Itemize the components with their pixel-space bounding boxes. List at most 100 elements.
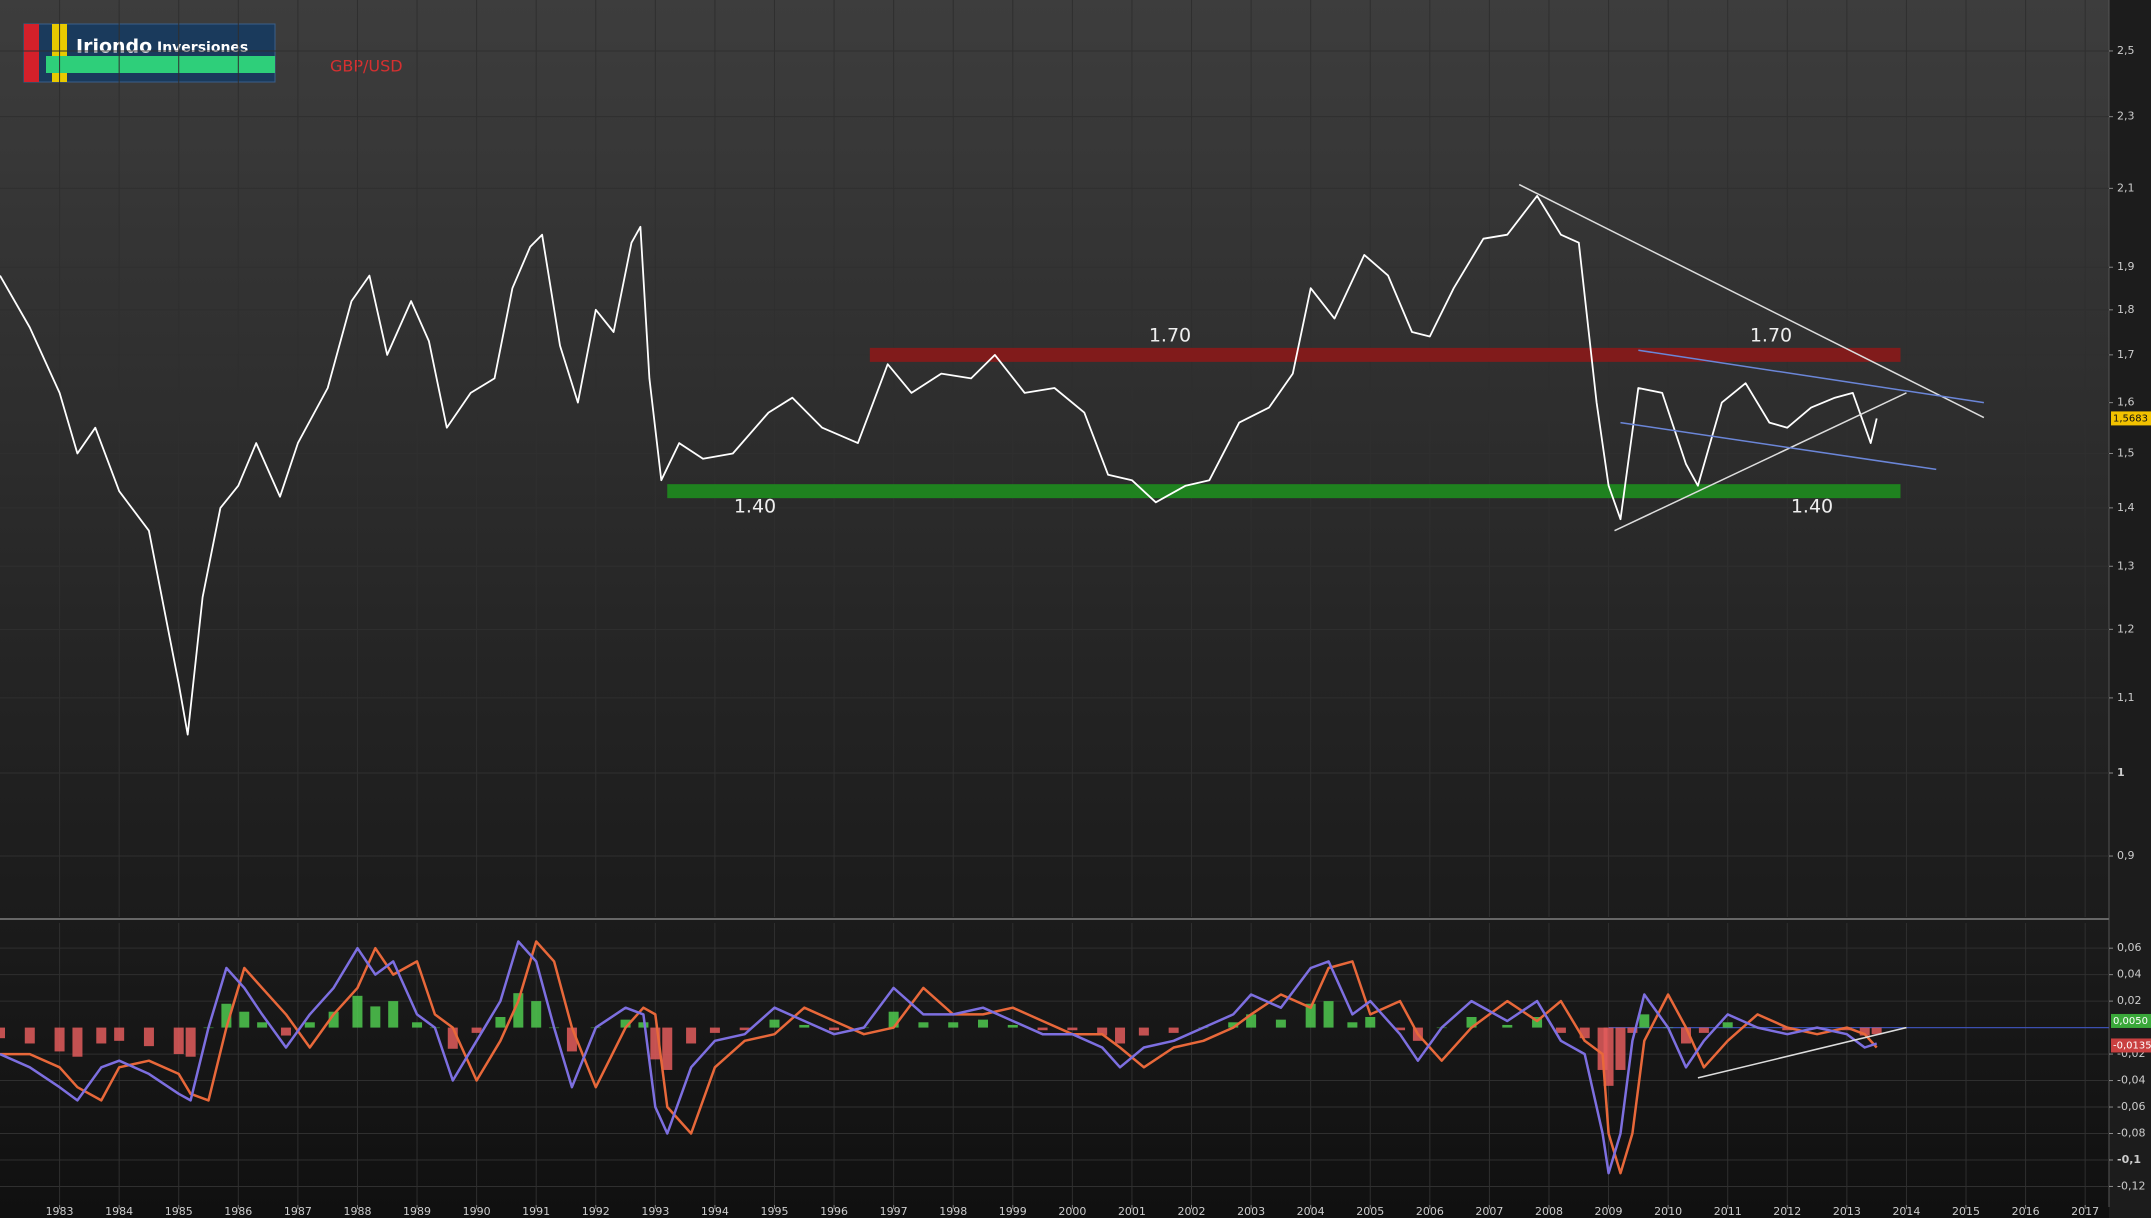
histogram-bar — [96, 1027, 107, 1044]
series-line — [0, 940, 1878, 1175]
histogram-bar — [0, 1027, 5, 1039]
x-tick-label: 2017 — [2071, 1205, 2099, 1218]
series-line — [0, 194, 1878, 736]
histogram-bar — [1722, 1022, 1733, 1028]
last-value-box — [2111, 411, 2151, 426]
histogram-bar — [948, 1022, 959, 1028]
y-tick-label: 2,5 — [2117, 44, 2135, 57]
x-tick-label: 2014 — [1892, 1205, 1920, 1218]
histogram-bar — [1639, 1014, 1650, 1028]
histogram-bar — [239, 1011, 250, 1028]
y-tick-label: 1,5 — [2117, 446, 2135, 459]
x-tick-label: 2011 — [1714, 1205, 1742, 1218]
x-tick-label: 2009 — [1595, 1205, 1623, 1218]
logo-green — [46, 56, 275, 73]
histogram-bar — [1097, 1027, 1108, 1036]
histogram-bar — [686, 1027, 697, 1044]
histogram-bar — [1859, 1027, 1870, 1036]
x-tick-label: 1986 — [224, 1205, 252, 1218]
histogram-bar — [1365, 1017, 1376, 1028]
histogram-bar — [1138, 1027, 1149, 1036]
x-tick-label: 2012 — [1773, 1205, 1801, 1218]
y-tick-label: 1,9 — [2117, 260, 2135, 273]
level-label: 1.40 — [1791, 496, 1833, 518]
last-value-label: -0,0135 — [2113, 1040, 2151, 1051]
chart-title: GBP/USD — [330, 57, 403, 76]
histogram-bar — [1115, 1027, 1126, 1044]
histogram-bar — [114, 1027, 125, 1041]
x-tick-label: 1998 — [939, 1205, 967, 1218]
histogram-bar — [888, 1011, 899, 1028]
histogram-bar — [650, 1027, 661, 1060]
histogram-bar — [1603, 1027, 1614, 1086]
y-tick-label: 1,3 — [2117, 559, 2135, 572]
histogram-bar — [739, 1027, 750, 1031]
y-tick-label: 0,06 — [2117, 941, 2142, 954]
x-tick-label: 1987 — [284, 1205, 312, 1218]
histogram-bar — [1579, 1027, 1590, 1039]
x-tick-label: 1990 — [463, 1205, 491, 1218]
x-tick-label: 1985 — [165, 1205, 193, 1218]
histogram-bar — [328, 1011, 339, 1028]
y-tick-label: -0,1 — [2117, 1153, 2141, 1166]
x-tick-label: 1988 — [343, 1205, 371, 1218]
x-tick-label: 2006 — [1416, 1205, 1444, 1218]
histogram-bar — [1615, 1027, 1626, 1070]
y-tick-label: 0,02 — [2117, 994, 2142, 1007]
histogram-bar — [978, 1019, 989, 1028]
x-tick-label: 2016 — [2012, 1205, 2040, 1218]
trend-line — [1620, 421, 1937, 471]
last-value-box — [2111, 1013, 2151, 1028]
logo-name: Iriondo — [76, 36, 152, 58]
histogram-bar — [1168, 1027, 1179, 1033]
y-tick-label: 0,04 — [2117, 968, 2142, 981]
x-tick-label: 2002 — [1178, 1205, 1206, 1218]
histogram-bar — [918, 1022, 929, 1028]
y-tick-label: -0,08 — [2117, 1127, 2145, 1140]
histogram-bar — [1037, 1027, 1048, 1031]
x-tick-label: 2013 — [1833, 1205, 1861, 1218]
x-tick-label: 2000 — [1058, 1205, 1086, 1218]
trend-line — [1638, 349, 1985, 404]
x-tick-label: 2003 — [1237, 1205, 1265, 1218]
histogram-bar — [447, 1027, 458, 1049]
histogram-bar — [1305, 1003, 1316, 1028]
level-label: 1.70 — [1149, 324, 1191, 346]
histogram-bar — [304, 1022, 315, 1028]
histogram-bar — [1395, 1027, 1406, 1031]
x-tick-label: 2010 — [1654, 1205, 1682, 1218]
histogram-bar — [495, 1017, 506, 1028]
y-tick-label: 0,9 — [2117, 849, 2135, 862]
histogram-bar — [1246, 1014, 1257, 1028]
histogram-bar — [620, 1019, 631, 1028]
y-tick-label: 1,7 — [2117, 348, 2135, 361]
histogram-bar — [1067, 1027, 1078, 1031]
y-tick-label: 1 — [2117, 766, 2125, 779]
x-tick-label: 2001 — [1118, 1205, 1146, 1218]
x-tick-label: 1993 — [641, 1205, 669, 1218]
x-tick-label: 1996 — [820, 1205, 848, 1218]
histogram-bar — [72, 1027, 83, 1057]
y-tick-label: 1,1 — [2117, 691, 2135, 704]
histogram-bar — [221, 1003, 232, 1028]
histogram-bar — [1698, 1027, 1709, 1033]
histogram-bar — [352, 995, 363, 1028]
histogram-bar — [1532, 1017, 1543, 1028]
y-tick-label: 1,8 — [2117, 303, 2135, 316]
histogram-bar — [54, 1027, 65, 1052]
x-tick-label: 1999 — [999, 1205, 1027, 1218]
histogram-bar — [566, 1027, 577, 1052]
y-tick-label: -0,04 — [2117, 1074, 2145, 1087]
x-tick-label: 1983 — [46, 1205, 74, 1218]
level-label: 1.40 — [734, 496, 776, 518]
x-tick-label: 2008 — [1535, 1205, 1563, 1218]
histogram-bar — [1466, 1017, 1477, 1028]
last-value-box — [2111, 1038, 2151, 1053]
histogram-bar — [24, 1027, 35, 1044]
y-tick-label: -0,06 — [2117, 1100, 2145, 1113]
x-tick-label: 1984 — [105, 1205, 133, 1218]
histogram-bar — [799, 1024, 810, 1028]
histogram-bar — [388, 1001, 399, 1028]
histogram-bar — [1555, 1027, 1566, 1033]
